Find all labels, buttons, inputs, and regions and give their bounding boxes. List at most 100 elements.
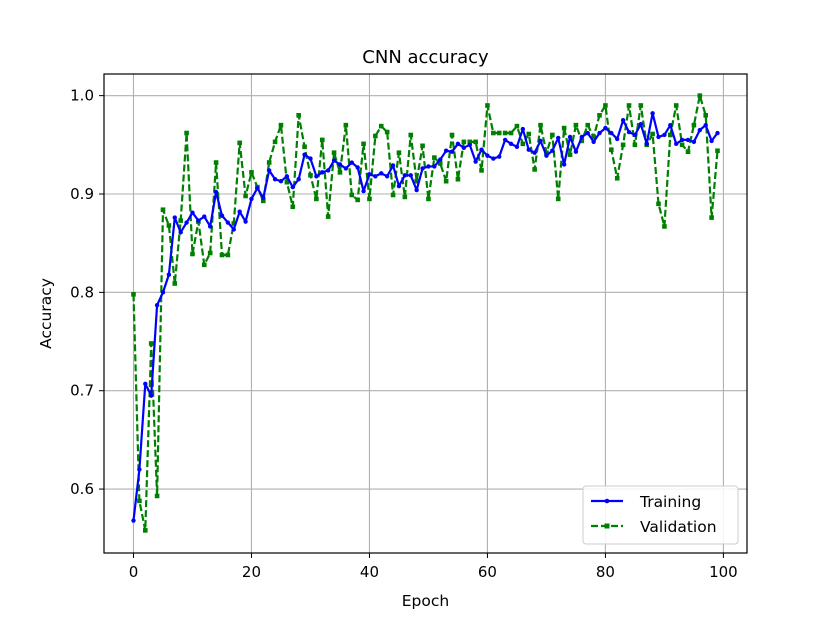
validation-point [284,179,290,185]
legend-label-validation: Validation [640,518,717,536]
validation-point [207,250,213,256]
training-point [526,147,531,152]
training-point [302,152,307,157]
training-point [349,160,354,165]
training-point [190,210,195,215]
training-point [491,156,496,161]
training-point [473,159,478,164]
validation-point [591,134,596,140]
validation-point [131,292,136,297]
training-point [585,130,590,136]
validation-point [561,125,567,131]
validation-point [166,223,172,228]
training-point [662,132,667,138]
training-point [325,168,331,173]
training-point [561,162,567,167]
validation-point [201,262,207,268]
training-point [172,215,177,220]
training-point [685,137,691,143]
training-point [697,127,703,133]
training-point [225,220,231,225]
validation-point [550,132,555,138]
validation-point [278,122,284,128]
training-point [544,153,549,158]
training-point [367,172,372,177]
validation-point [650,131,655,137]
validation-point [231,221,237,226]
validation-point [378,123,384,129]
y-tick-label: 0.6 [70,480,94,498]
training-point [284,174,290,179]
validation-point [638,103,644,108]
legend: Training Validation [582,485,739,545]
training-point [709,138,714,144]
validation-point [420,143,425,149]
validation-point [614,175,620,181]
training-point [650,111,655,116]
validation-point [585,122,591,128]
validation-point [367,196,372,202]
validation-point [461,139,467,145]
validation-point [520,141,526,147]
training-point [219,213,225,218]
training-point [674,141,679,147]
training-point [196,218,201,223]
training-point [443,148,449,153]
validation-point [502,130,508,136]
training-point [502,137,508,143]
chart-title: CNN accuracy [362,47,489,68]
validation-point [361,141,366,147]
validation-point [632,142,638,148]
training-point [597,130,602,136]
training-point [414,187,419,193]
training-point [632,132,638,138]
training-point [426,164,431,169]
training-point [272,177,278,182]
training-point [532,150,537,155]
validation-point [390,192,396,198]
validation-point [491,130,496,136]
validation-point [331,150,337,155]
validation-point [555,196,561,202]
validation-point [219,252,225,258]
training-point [261,195,266,201]
validation-point [384,129,390,135]
training-point [715,130,720,136]
validation-point [709,215,714,220]
training-point [160,290,166,295]
training-point [314,174,319,179]
validation-point [703,113,709,118]
training-point [567,134,573,140]
x-tick-label: 40 [360,563,379,581]
training-line [132,112,719,521]
training-point [255,185,260,191]
training-point [137,467,142,472]
training-point [296,177,301,182]
training-point [249,196,254,202]
training-point [154,302,160,308]
validation-point [154,493,160,499]
validation-point [325,214,331,219]
training-point [243,219,248,224]
validation-point [148,341,154,346]
validation-point [243,193,248,199]
validation-point [691,122,697,128]
y-tick-label: 1.0 [70,87,94,105]
training-point [438,157,443,162]
plot-series [131,93,720,533]
training-point [231,227,236,232]
validation-point [349,192,355,198]
training-point [556,135,561,141]
x-tick-label: 20 [242,563,261,581]
y-tick-label: 0.8 [70,283,94,301]
validation-point [337,170,343,175]
validation-point [355,197,360,203]
validation-point [302,144,307,150]
validation-point [314,196,319,202]
x-tick-label: 60 [478,563,497,581]
training-point [308,156,313,161]
grid [104,74,747,553]
training-point [402,173,408,178]
training-point [343,166,349,171]
